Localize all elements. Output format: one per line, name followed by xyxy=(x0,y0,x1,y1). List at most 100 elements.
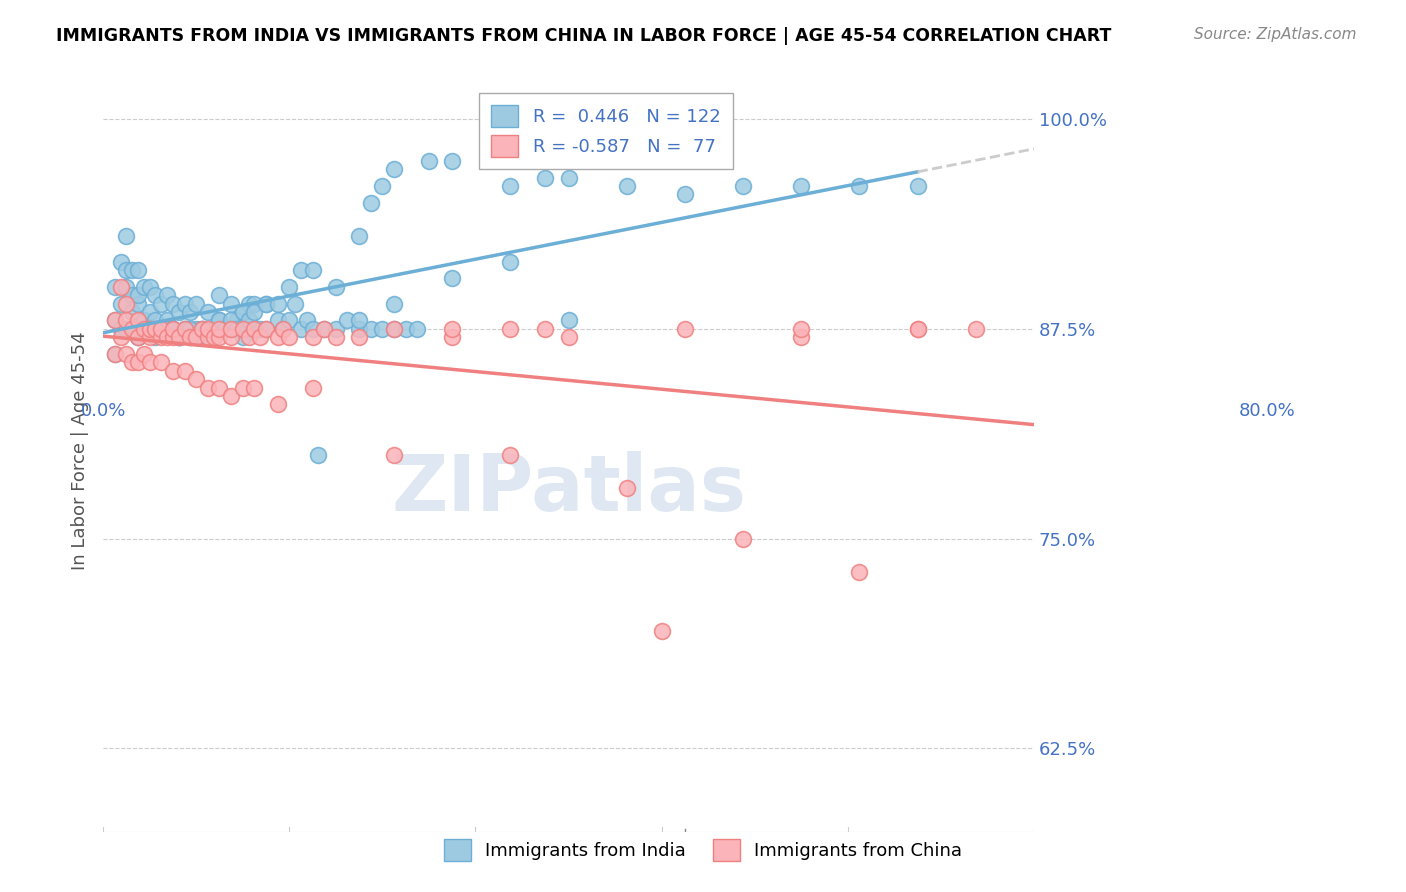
Text: ZIPatlas: ZIPatlas xyxy=(391,450,747,526)
Point xyxy=(499,448,522,462)
Point xyxy=(254,322,277,336)
Point xyxy=(179,322,201,336)
Point xyxy=(499,254,522,268)
Point xyxy=(110,330,132,344)
Point xyxy=(145,330,167,344)
Point xyxy=(733,532,755,546)
Point xyxy=(104,313,127,327)
Point xyxy=(278,279,301,293)
Point xyxy=(115,229,138,244)
Point xyxy=(115,279,138,293)
Point xyxy=(848,179,870,194)
Text: Source: ZipAtlas.com: Source: ZipAtlas.com xyxy=(1194,27,1357,42)
Point xyxy=(790,179,813,194)
Point xyxy=(733,179,755,194)
Point xyxy=(325,322,347,336)
Point xyxy=(314,322,336,336)
Point xyxy=(214,322,236,336)
Legend: R =  0.446   N = 122, R = -0.587   N =  77: R = 0.446 N = 122, R = -0.587 N = 77 xyxy=(478,93,733,169)
Point xyxy=(145,313,167,327)
Point xyxy=(307,448,329,462)
Point xyxy=(790,322,813,336)
Point xyxy=(208,380,231,394)
Point xyxy=(110,322,132,336)
Point xyxy=(238,322,260,336)
Point xyxy=(132,347,155,361)
Point xyxy=(121,305,143,319)
Point xyxy=(382,296,405,310)
Point xyxy=(295,313,318,327)
Point xyxy=(347,322,370,336)
Point xyxy=(219,322,242,336)
Point xyxy=(138,330,160,344)
Point xyxy=(499,179,522,194)
Point xyxy=(278,313,301,327)
Point xyxy=(115,347,138,361)
Point xyxy=(232,330,254,344)
Point xyxy=(186,322,208,336)
Point xyxy=(208,330,231,344)
Point xyxy=(557,170,579,185)
Point xyxy=(347,330,370,344)
Point xyxy=(226,313,249,327)
Point xyxy=(121,263,143,277)
Point xyxy=(173,322,195,336)
Point xyxy=(167,330,190,344)
Point xyxy=(214,322,236,336)
Point xyxy=(197,305,219,319)
Point xyxy=(150,330,173,344)
Point xyxy=(150,322,173,336)
Point xyxy=(202,322,225,336)
Point xyxy=(104,279,127,293)
Point xyxy=(238,313,260,327)
Point xyxy=(197,322,219,336)
Point xyxy=(238,296,260,310)
Point xyxy=(301,263,323,277)
Point xyxy=(132,313,155,327)
Point xyxy=(167,330,190,344)
Point xyxy=(186,296,208,310)
Point xyxy=(179,330,201,344)
Point xyxy=(110,254,132,268)
Point xyxy=(186,372,208,386)
Point xyxy=(266,313,288,327)
Point xyxy=(115,322,138,336)
Point xyxy=(557,330,579,344)
Point xyxy=(197,330,219,344)
Point xyxy=(127,313,149,327)
Point xyxy=(441,153,464,168)
Point xyxy=(673,187,696,202)
Point xyxy=(219,296,242,310)
Point xyxy=(848,565,870,579)
Point xyxy=(156,322,179,336)
Point xyxy=(301,322,323,336)
Point xyxy=(534,322,557,336)
Point xyxy=(173,322,195,336)
Point xyxy=(254,296,277,310)
Point xyxy=(104,313,127,327)
Point xyxy=(156,288,179,302)
Point xyxy=(138,355,160,369)
Point xyxy=(790,330,813,344)
Point xyxy=(325,330,347,344)
Point xyxy=(202,322,225,336)
Point xyxy=(219,389,242,403)
Point xyxy=(145,288,167,302)
Point xyxy=(360,322,382,336)
Point xyxy=(208,322,231,336)
Point xyxy=(290,263,312,277)
Point xyxy=(382,448,405,462)
Point xyxy=(249,322,271,336)
Point xyxy=(167,305,190,319)
Point xyxy=(173,364,195,378)
Point xyxy=(382,162,405,177)
Point xyxy=(254,322,277,336)
Point xyxy=(138,322,160,336)
Point xyxy=(156,330,179,344)
Point xyxy=(406,322,429,336)
Point xyxy=(156,313,179,327)
Point xyxy=(110,279,132,293)
Point xyxy=(347,229,370,244)
Point xyxy=(202,330,225,344)
Point xyxy=(173,296,195,310)
